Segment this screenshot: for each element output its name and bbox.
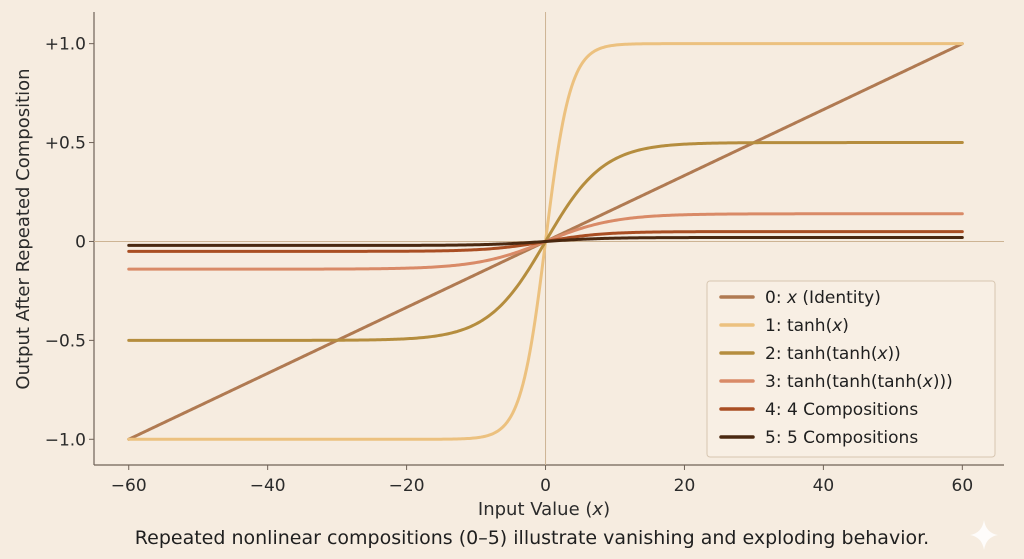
legend-label-5: 5: 5 Compositions xyxy=(765,428,918,448)
chart-caption: Repeated nonlinear compositions (0–5) il… xyxy=(135,527,929,549)
legend-label-0: 0: x (Identity) xyxy=(765,288,881,308)
series-layer xyxy=(127,42,964,441)
y-tick-label: −1.0 xyxy=(45,430,86,450)
axes xyxy=(93,12,1004,466)
y-tick-label: 0 xyxy=(75,232,86,252)
sparkle-icon xyxy=(970,520,998,550)
legend-label-1: 1: tanh(x) xyxy=(765,316,849,336)
y-tick-label: +0.5 xyxy=(45,134,86,154)
legend-box xyxy=(706,280,996,458)
x-tick-label: −40 xyxy=(250,476,286,496)
x-tick-label: 20 xyxy=(674,476,696,496)
x-tick-label: 60 xyxy=(952,476,974,496)
x-axis-label: Input Value (x) xyxy=(478,499,610,520)
y-tick-label: −0.5 xyxy=(45,331,86,351)
legend: 0: x (Identity) 1: tanh(x) 2: tanh(tanh(x)… xyxy=(706,280,996,458)
x-tick-label: 0 xyxy=(540,476,551,496)
y-axis-label: Output After Repeated Composition xyxy=(13,68,34,389)
y-tick-label: +1.0 xyxy=(45,35,86,55)
series-line-5 xyxy=(127,236,964,247)
legend-label-3: 3: tanh(tanh(tanh(x))) xyxy=(765,372,953,392)
x-tick-label: 40 xyxy=(813,476,835,496)
x-tick-label: −60 xyxy=(111,476,147,496)
legend-label-2: 2: tanh(tanh(x)) xyxy=(765,344,901,364)
x-tick-label: −20 xyxy=(389,476,425,496)
legend-label-4: 4: 4 Compositions xyxy=(765,400,918,420)
ticks: −60 −40 −20 0 20 40 60 −1.0 −0.5 0 +0.5 +1.0 xyxy=(45,35,973,496)
